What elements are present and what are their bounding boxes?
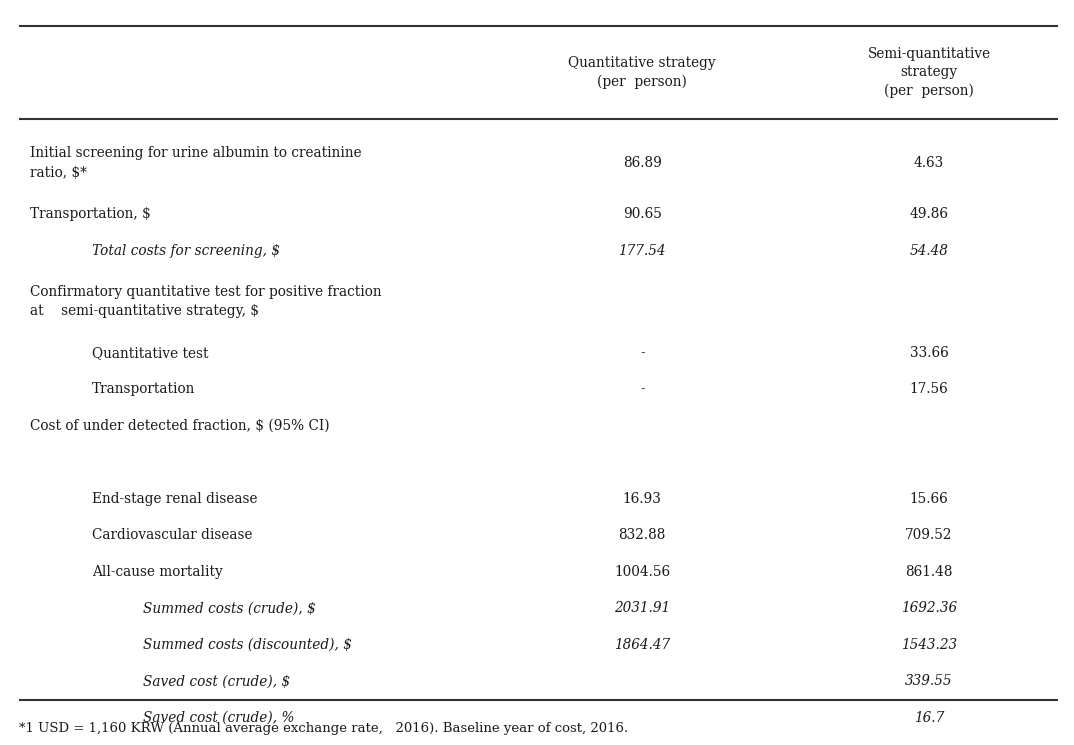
- Text: Transportation: Transportation: [92, 382, 195, 396]
- Text: 1004.56: 1004.56: [614, 565, 670, 579]
- Text: All-cause mortality: All-cause mortality: [92, 565, 223, 579]
- Text: Initial screening for urine albumin to creatinine
ratio, $*: Initial screening for urine albumin to c…: [30, 147, 362, 180]
- Text: Saved cost (crude), $: Saved cost (crude), $: [143, 674, 290, 688]
- Text: 709.52: 709.52: [905, 528, 953, 542]
- Text: 33.66: 33.66: [910, 346, 948, 360]
- Text: 54.48: 54.48: [910, 244, 948, 258]
- Text: 1543.23: 1543.23: [901, 638, 957, 652]
- Text: 17.56: 17.56: [910, 382, 948, 396]
- Text: 861.48: 861.48: [905, 565, 953, 579]
- Text: 90.65: 90.65: [623, 207, 662, 221]
- Text: Summed costs (crude), $: Summed costs (crude), $: [143, 601, 316, 615]
- Text: 4.63: 4.63: [914, 156, 944, 170]
- Text: Confirmatory quantitative test for positive fraction
at    semi-quantitative str: Confirmatory quantitative test for posit…: [30, 285, 381, 318]
- Text: 1864.47: 1864.47: [614, 638, 670, 652]
- Text: Summed costs (discounted), $: Summed costs (discounted), $: [143, 638, 351, 652]
- Text: -: -: [640, 382, 644, 396]
- Text: 86.89: 86.89: [623, 156, 662, 170]
- Text: *1 USD = 1,160 KRW (Annual average exchange rate,   2016). Baseline year of cost: *1 USD = 1,160 KRW (Annual average excha…: [19, 722, 628, 735]
- Text: Transportation, $: Transportation, $: [30, 207, 150, 221]
- Text: 16.7: 16.7: [914, 711, 944, 725]
- Text: 2031.91: 2031.91: [614, 601, 670, 615]
- Text: 339.55: 339.55: [905, 674, 953, 688]
- Text: Quantitative test: Quantitative test: [92, 346, 208, 360]
- Text: 15.66: 15.66: [910, 492, 948, 506]
- Text: 16.93: 16.93: [623, 492, 662, 506]
- Text: Semi-quantitative
strategy
(per  person): Semi-quantitative strategy (per person): [868, 47, 990, 98]
- Text: 1692.36: 1692.36: [901, 601, 957, 615]
- Text: -: -: [640, 346, 644, 360]
- Text: Quantitative strategy
(per  person): Quantitative strategy (per person): [568, 56, 716, 89]
- Text: 832.88: 832.88: [619, 528, 666, 542]
- Text: Total costs for screening, $: Total costs for screening, $: [92, 244, 280, 258]
- Text: End-stage renal disease: End-stage renal disease: [92, 492, 258, 506]
- Text: Saved cost (crude), %: Saved cost (crude), %: [143, 711, 294, 725]
- Text: Cardiovascular disease: Cardiovascular disease: [92, 528, 252, 542]
- Text: 49.86: 49.86: [910, 207, 948, 221]
- Text: 177.54: 177.54: [619, 244, 666, 258]
- Text: Cost of under detected fraction, $ (95% CI): Cost of under detected fraction, $ (95% …: [30, 419, 330, 433]
